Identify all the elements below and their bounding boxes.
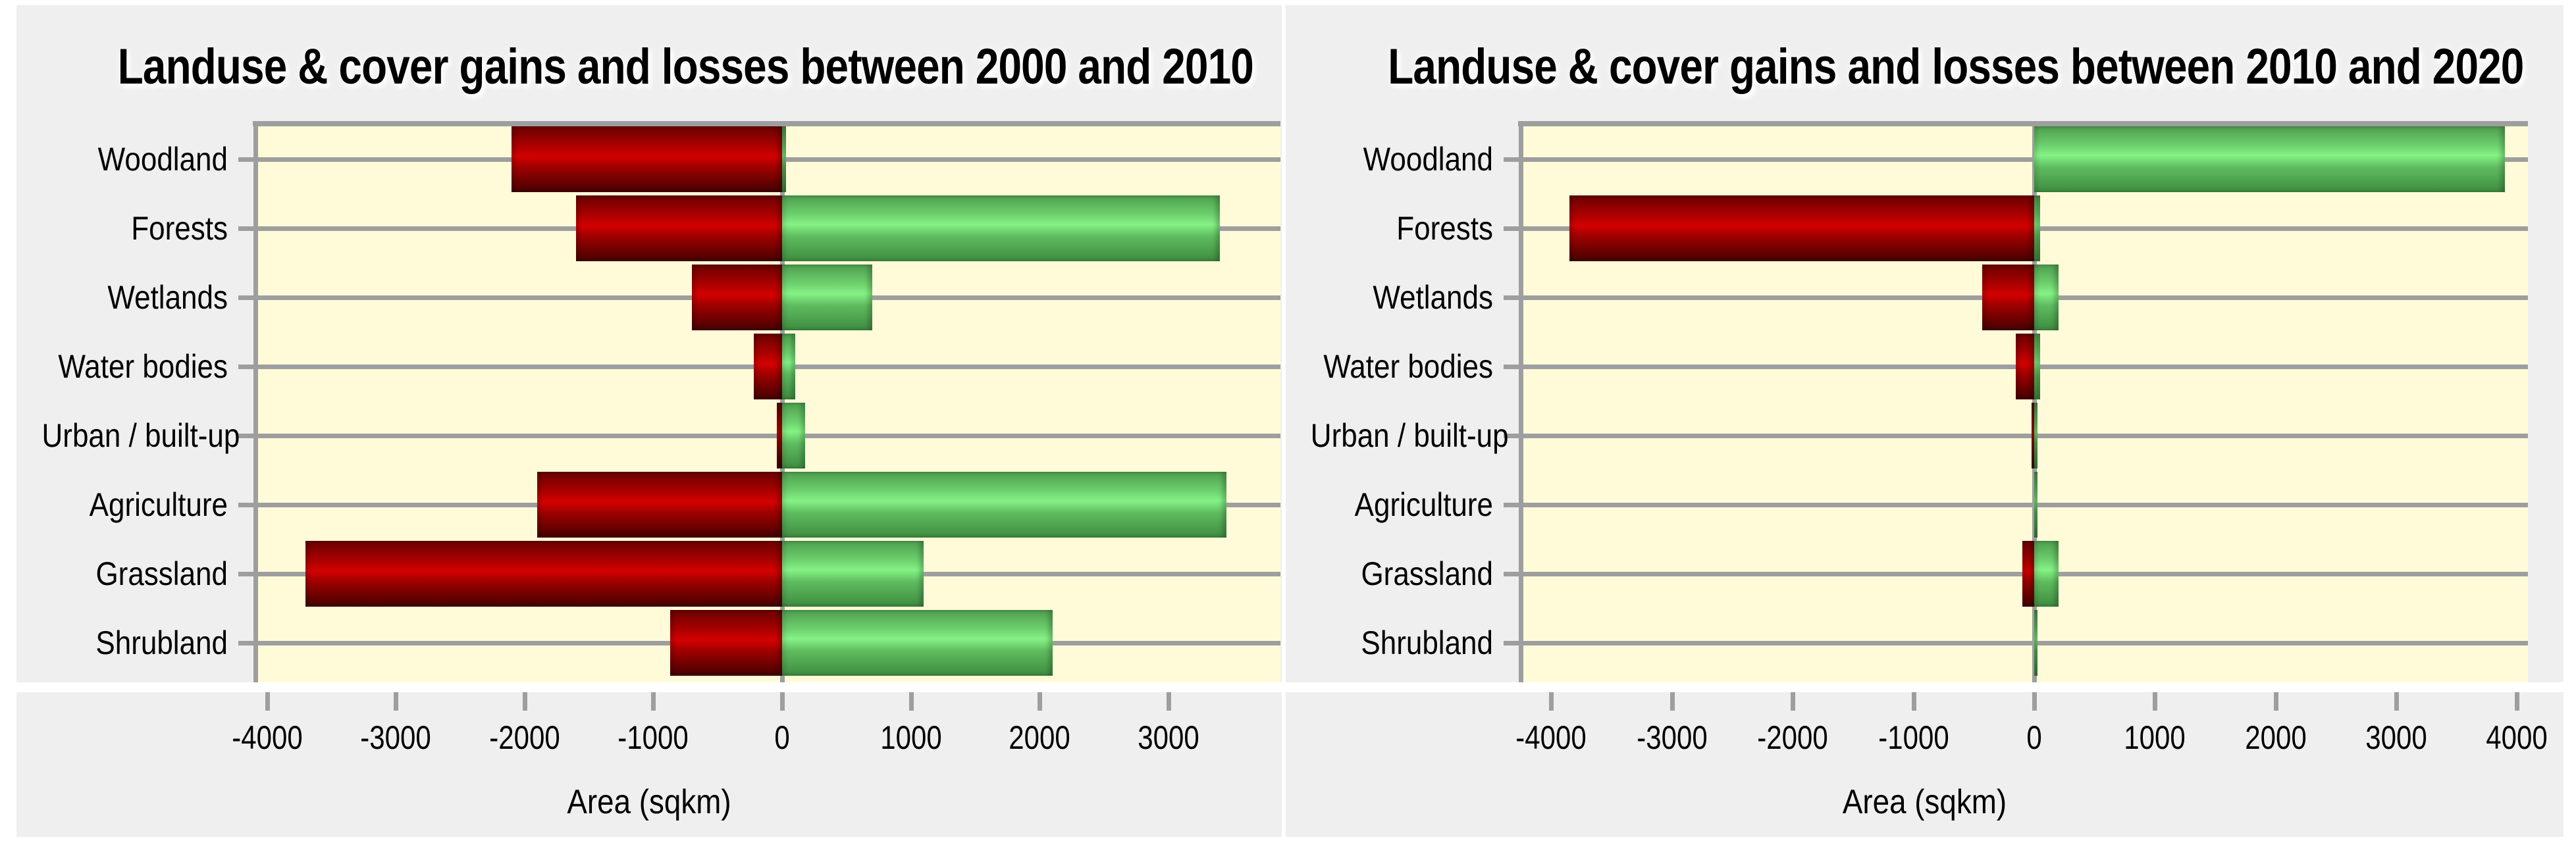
bar-loss-woodland [512,126,783,192]
category-label-agriculture: Agriculture [89,486,228,523]
category-label-agriculture: Agriculture [1354,486,1493,523]
x-tick-mark [2153,692,2158,711]
category-gridline [1504,641,2528,645]
x-tick-mark [522,692,527,711]
bar-gain-agriculture [782,472,1226,538]
x-tick-mark [394,692,399,711]
x-tick-label: 2000 [2244,719,2307,756]
category-gridline [1504,157,2528,162]
bar-gain-urban-built-up [782,403,806,468]
x-tick-mark [2394,692,2400,711]
x-tick-mark [908,692,914,711]
bar-loss-water-bodies [2016,334,2034,399]
bar-loss-forests [1569,195,2034,261]
category-gridline [238,434,1280,438]
category-label-forests: Forests [1396,210,1493,247]
bar-gain-grassland [782,541,924,607]
x-tick-label: 1000 [880,719,942,756]
x-tick-label: 4000 [2486,719,2548,756]
axis-bottom-strip [16,682,1282,692]
bar-gain-water-bodies [2034,334,2041,399]
x-tick-label: 0 [774,719,790,756]
category-label-urban-built-up: Urban / built-up [1310,417,1509,454]
bar-loss-agriculture [537,472,782,538]
x-tick-mark [2032,692,2037,711]
category-label-woodland: Woodland [97,141,228,178]
x-tick-label: 1000 [2124,719,2186,756]
x-tick-mark [1791,692,1796,711]
bar-loss-grassland [2022,541,2034,607]
y-axis-line [1519,121,1523,682]
y-axis-line [253,121,258,682]
chart-title: Landuse & cover gains and losses between… [117,39,1254,95]
bar-gain-grassland [2034,541,2059,607]
x-tick-label: -4000 [231,719,303,756]
category-label-wetlands: Wetlands [1373,279,1493,316]
bar-gain-agriculture [2034,472,2038,538]
bar-loss-shrubland [670,610,782,676]
x-tick-label: 3000 [2365,719,2427,756]
bar-gain-shrubland [2034,610,2038,676]
category-label-water-bodies: Water bodies [1323,348,1493,385]
x-tick-label: -3000 [1637,719,1708,756]
plot-top-border [253,121,1280,126]
x-tick-mark [1038,692,1043,711]
bar-loss-water-bodies [753,334,782,399]
bar-gain-shrubland [782,610,1053,676]
category-label-forests: Forests [131,210,228,247]
bar-loss-wetlands [692,265,783,330]
bar-loss-wetlands [1982,265,2034,330]
bar-loss-grassland [305,541,782,607]
x-tick-mark [2273,692,2278,711]
bar-gain-forests [782,195,1221,261]
x-tick-label: -3000 [360,719,431,756]
category-gridline [1504,572,2528,576]
x-tick-label: -4000 [1515,719,1587,756]
x-tick-label: 3000 [1138,719,1199,756]
bar-gain-woodland [2034,126,2506,192]
x-tick-mark [1166,692,1171,711]
category-label-grassland: Grassland [95,555,228,592]
category-label-wetlands: Wetlands [107,279,228,316]
x-tick-label: -2000 [1757,719,1828,756]
x-axis-title: Area (sqkm) [1842,783,2007,821]
category-gridline [1504,434,2528,438]
x-tick-mark [2515,692,2520,711]
bar-gain-forests [2034,195,2041,261]
category-label-shrubland: Shrubland [95,624,228,661]
bar-gain-water-bodies [782,334,795,399]
bar-gain-woodland [782,126,786,192]
category-label-grassland: Grassland [1361,555,1493,592]
x-tick-label: 0 [2026,719,2042,756]
chart-panel-2010-2020: Landuse & cover gains and losses between… [1286,5,2563,837]
category-gridline [1504,503,2528,507]
x-tick-label: -1000 [618,719,689,756]
axis-bottom-strip [1286,682,2563,692]
bar-gain-urban-built-up [2034,403,2038,468]
bar-gain-wetlands [2034,265,2059,330]
bar-loss-urban-built-up [777,403,782,468]
bar-loss-urban-built-up [2032,403,2034,468]
plot-top-border [1518,121,2528,126]
x-tick-mark [651,692,656,711]
category-label-water-bodies: Water bodies [58,348,228,385]
x-tick-mark [780,692,785,711]
chart-title: Landuse & cover gains and losses between… [1388,39,2524,95]
category-label-shrubland: Shrubland [1361,624,1493,661]
x-tick-label: -1000 [1878,719,1949,756]
x-axis-title: Area (sqkm) [567,783,731,821]
bar-loss-forests [576,195,782,261]
x-tick-label: -2000 [489,719,560,756]
x-tick-mark [1669,692,1675,711]
x-tick-mark [1549,692,1554,711]
category-gridline [1504,365,2528,369]
chart-panel-2000-2010: Landuse & cover gains and losses between… [16,5,1282,837]
category-label-woodland: Woodland [1363,141,1493,178]
x-tick-mark [1911,692,1916,711]
x-tick-mark [265,692,270,711]
category-label-urban-built-up: Urban / built-up [41,417,240,454]
bar-gain-wetlands [782,265,872,330]
x-tick-label: 2000 [1009,719,1070,756]
